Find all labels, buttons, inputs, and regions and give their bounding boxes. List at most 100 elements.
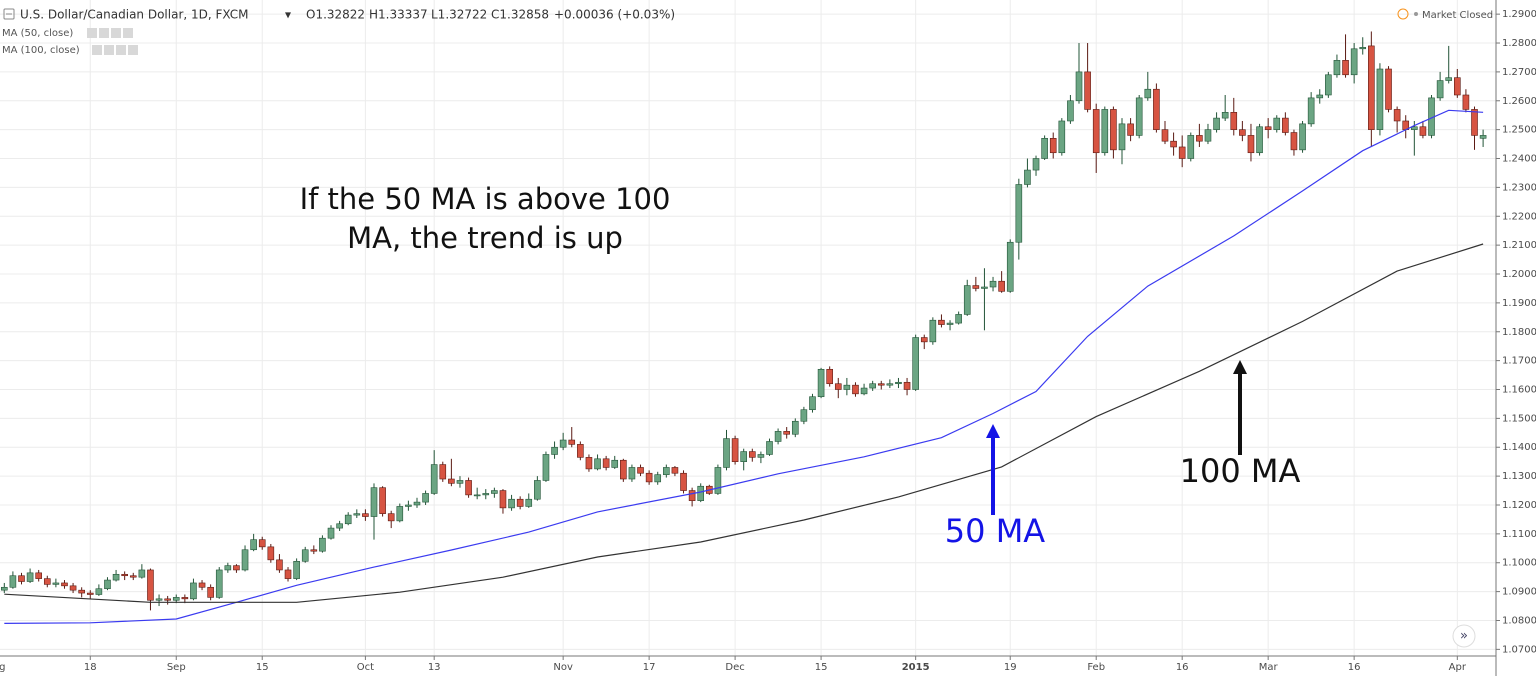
candle-body (353, 513, 361, 516)
candle-body (138, 569, 146, 578)
candle-body (1144, 88, 1152, 99)
candle-body (172, 597, 180, 601)
candle-body (963, 285, 971, 315)
x-tick-label: Mar (1259, 662, 1279, 673)
candle-body (594, 458, 601, 470)
candle-body (895, 381, 902, 385)
candle-body (147, 569, 154, 601)
indicator-button[interactable] (116, 45, 126, 55)
candle-body (405, 504, 412, 507)
y-tick-label: 1.21000 (1502, 240, 1536, 251)
candle-body (1135, 97, 1143, 136)
candle-body (645, 472, 653, 483)
y-tick-label: 1.16000 (1502, 385, 1536, 396)
candle-body (18, 575, 25, 582)
indicator-legend[interactable]: MA (100, close) (2, 45, 80, 56)
candle-body (912, 337, 919, 390)
candle-body (482, 493, 490, 496)
candle-body (129, 575, 137, 578)
indicator-button[interactable] (92, 45, 102, 55)
indicator-button[interactable] (123, 28, 133, 38)
candle-body (430, 464, 438, 494)
y-tick-label: 1.10000 (1502, 558, 1536, 569)
candle-body (473, 494, 481, 497)
candle-body (396, 506, 404, 522)
candle-body (843, 384, 851, 390)
candle-body (448, 478, 455, 484)
candle-body (1290, 132, 1298, 151)
y-tick-label: 1.26000 (1502, 96, 1536, 107)
candle-body (766, 441, 773, 455)
candle-body (1385, 68, 1392, 110)
indicator-button[interactable] (111, 28, 121, 38)
indicator-button[interactable] (128, 45, 138, 55)
candle-body (1479, 135, 1487, 139)
y-tick-label: 1.09000 (1502, 587, 1536, 598)
x-tick-label: 19 (1004, 662, 1017, 673)
candle-body (748, 451, 756, 458)
candle-body (52, 582, 60, 585)
candle-body (1359, 47, 1367, 50)
candle-body (1282, 117, 1289, 133)
candle-body (35, 572, 42, 579)
candle-body (998, 280, 1005, 292)
indicator-button[interactable] (87, 28, 97, 38)
annotation: MA, the trend is up (347, 221, 623, 255)
candle-body (663, 467, 670, 475)
scroll-button-icon: » (1460, 629, 1468, 644)
candle-body (920, 337, 928, 343)
candle-body (542, 454, 550, 481)
candle-body (938, 319, 945, 325)
indicator-button[interactable] (99, 28, 109, 38)
candle-body (43, 578, 51, 585)
collapse-icon[interactable] (3, 8, 15, 20)
market-status: Market Closed (1422, 10, 1493, 21)
candle-body (1454, 77, 1461, 96)
candle-body (620, 459, 627, 480)
ohlc-high: H1.33337 (369, 8, 428, 22)
candle-body (1049, 138, 1057, 154)
candle-body (611, 459, 619, 468)
candle-body (26, 572, 34, 582)
y-tick-label: 1.12000 (1502, 500, 1536, 511)
candle-body (379, 487, 386, 514)
candle-body (1127, 123, 1134, 136)
candle-body (1307, 97, 1315, 125)
candle-body (1299, 123, 1306, 151)
candle-body (284, 569, 292, 579)
symbol-title: U.S. Dollar/Canadian Dollar, 1D, FXCM (20, 8, 249, 22)
ohlc-close: C1.32858 (491, 8, 549, 22)
candle-body (1333, 60, 1341, 76)
x-tick-label: 2015 (902, 662, 930, 673)
candle-body (69, 585, 77, 591)
y-tick-label: 1.29000 (1502, 9, 1536, 20)
x-tick-label: Nov (553, 662, 573, 673)
scroll-button[interactable] (1452, 624, 1476, 648)
candle-body (886, 383, 894, 386)
candle-body (1015, 184, 1023, 243)
candle-body (121, 573, 128, 577)
candle-body (1204, 129, 1212, 142)
candle-body (310, 549, 318, 552)
candle-body (972, 285, 980, 289)
candle-body (1041, 138, 1048, 159)
candle-body (95, 588, 103, 595)
candle-body (783, 431, 790, 435)
ohlc-low: L1.32722 (431, 8, 487, 22)
candle-body (327, 527, 335, 539)
candle-body (1316, 94, 1324, 99)
dropdown-arrow[interactable]: ▾ (285, 8, 291, 22)
candle-body (1110, 109, 1117, 151)
candle-body (628, 467, 636, 480)
candle-body (654, 474, 662, 483)
candle-body (714, 467, 722, 494)
indicator-button[interactable] (104, 45, 114, 55)
candle-body (155, 598, 163, 601)
indicator-legend[interactable]: MA (50, close) (2, 28, 73, 39)
candle-body (1419, 126, 1427, 136)
candle-body (989, 280, 997, 288)
candle-body (1118, 123, 1126, 151)
candle-body (499, 490, 507, 509)
y-tick-label: 1.08000 (1502, 615, 1536, 626)
candle-body (1161, 129, 1169, 142)
